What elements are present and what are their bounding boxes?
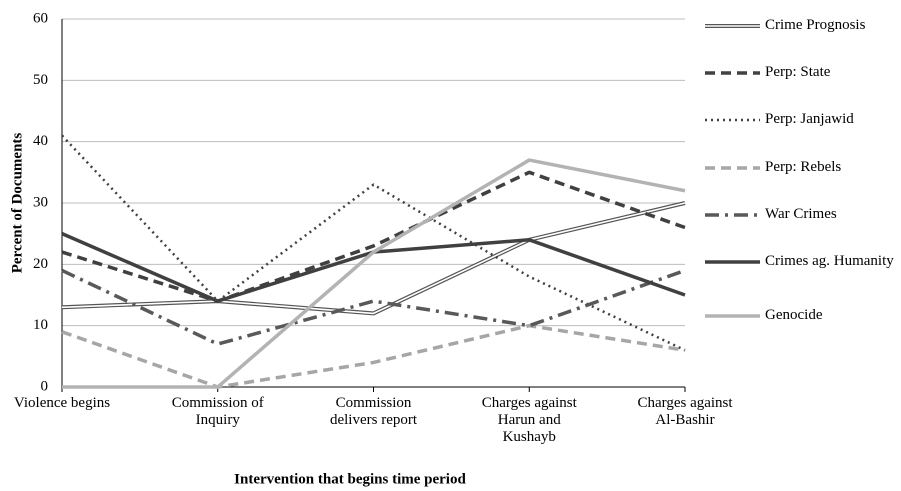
x-tick-label: Violence begins [13,395,111,411]
y-axis-label: Percent of Documents [9,133,25,274]
legend-label: Perp: Janjawid [765,111,854,127]
series-line [61,170,686,303]
series-line [61,323,686,389]
y-tick-label: 40 [33,133,48,149]
legend-label: Crimes ag. Humanity [765,253,894,269]
y-tick-label: 20 [33,256,48,272]
x-tick-label: Charges against Harun and Kushayb [481,395,577,445]
y-tick-label: 50 [33,72,48,88]
legend-label: Crime Prognosis [765,17,866,33]
x-axis-label: Intervention that begins time period [234,471,466,487]
y-tick-label: 60 [33,10,48,26]
legend-label: Perp: Rebels [765,159,842,175]
series-line [61,232,686,303]
y-tick-label: 10 [33,317,48,333]
legend-label: War Crimes [765,206,837,222]
y-tick-label: 30 [33,194,48,210]
x-tick-label: Charges against Al-Bashir [637,395,733,428]
x-tick-label: Commission delivers report [329,395,418,428]
series-line-inner [61,202,686,315]
x-tick-label: Commission of Inquiry [171,395,264,428]
legend-label: Genocide [765,307,823,323]
y-tick-label: 0 [41,378,49,394]
legend-label: Perp: State [765,64,831,80]
series-line [62,158,686,389]
series-line [61,201,686,316]
series-line [61,134,686,352]
